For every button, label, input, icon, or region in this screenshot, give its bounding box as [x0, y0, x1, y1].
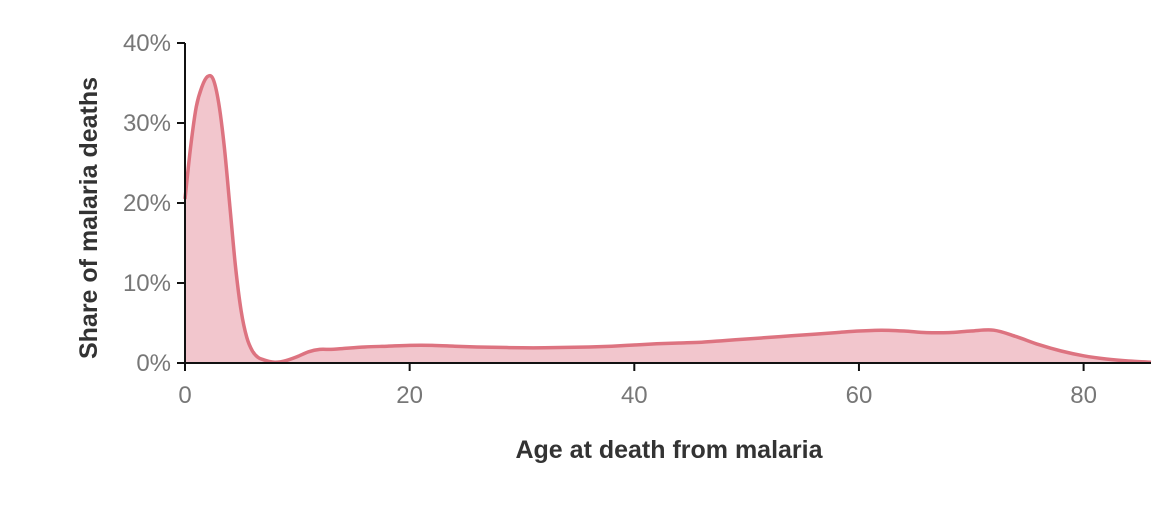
x-tick-label: 40	[621, 382, 648, 409]
x-axis-ticks: 0 20 40 60 80	[178, 363, 1097, 409]
y-tick-label: 40%	[123, 30, 171, 57]
x-tick-label: 0	[178, 382, 191, 409]
x-tick-label: 80	[1070, 382, 1097, 409]
x-tick-label: 20	[396, 382, 423, 409]
density-area	[185, 75, 1151, 363]
plot-area	[183, 73, 1152, 364]
y-tick-label: 30%	[123, 110, 171, 137]
y-tick-label: 0%	[136, 350, 171, 377]
y-axis-ticks: 0% 10% 20% 30% 40%	[123, 30, 185, 377]
y-tick-label: 20%	[123, 190, 171, 217]
density-line	[183, 73, 1152, 364]
y-axis-title: Share of malaria deaths	[75, 77, 103, 359]
x-axis-title: Age at death from malaria	[515, 436, 823, 464]
x-tick-label: 60	[846, 382, 873, 409]
y-tick-label: 10%	[123, 270, 171, 297]
